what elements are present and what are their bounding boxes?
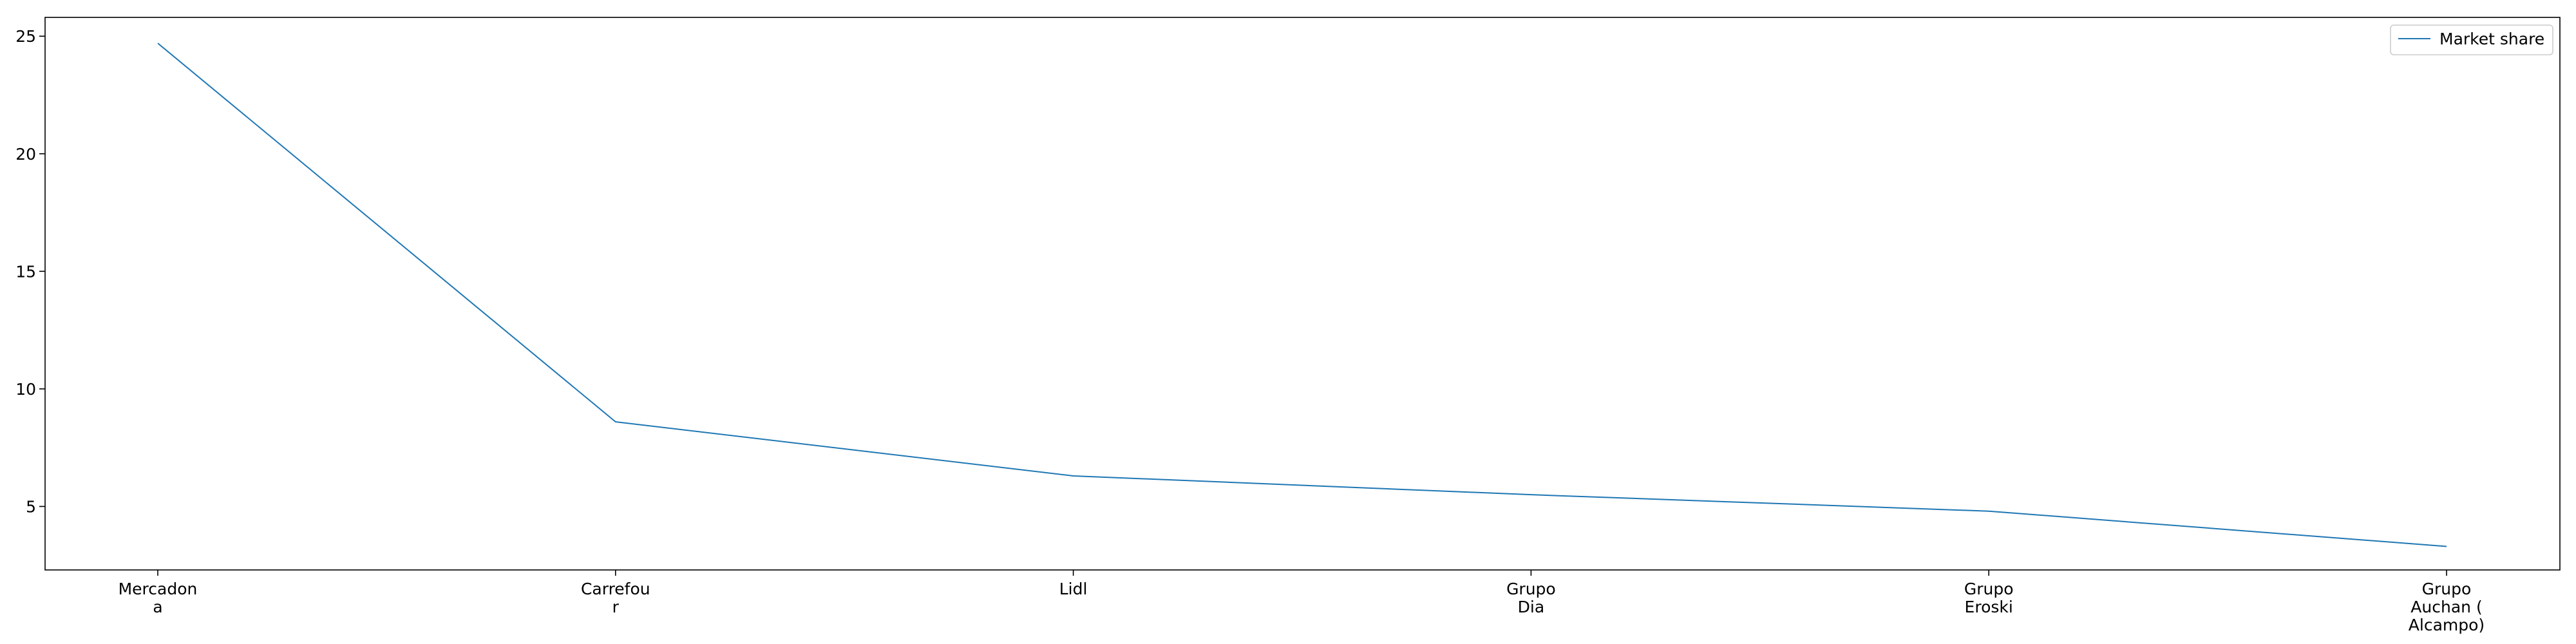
x-tick-label: Alcampo) bbox=[2409, 616, 2485, 634]
x-tick-label: a bbox=[153, 598, 162, 616]
y-tick-label: 10 bbox=[15, 380, 36, 399]
x-tick-label: Eroski bbox=[1965, 598, 2013, 616]
y-tick-label: 5 bbox=[26, 497, 36, 516]
legend-label-market-share: Market share bbox=[2439, 30, 2544, 48]
y-tick-label: 15 bbox=[15, 262, 36, 281]
x-tick-label: Dia bbox=[1518, 598, 1545, 616]
x-tick-label: Auchan ( bbox=[2410, 598, 2482, 616]
x-tick-label: r bbox=[612, 598, 620, 616]
x-tick-label: Grupo bbox=[1506, 580, 1556, 598]
y-tick-label: 25 bbox=[15, 27, 36, 46]
plot-area bbox=[44, 17, 2561, 571]
series-layer bbox=[157, 43, 2447, 547]
x-tick-label: Grupo bbox=[1964, 580, 2014, 598]
x-tick-label: Carrefou bbox=[581, 580, 650, 598]
series-line-market-share bbox=[157, 43, 2447, 547]
legend: Market share bbox=[2390, 24, 2553, 55]
x-tick-label: Grupo bbox=[2422, 580, 2472, 598]
x-tick-label: Mercadon bbox=[118, 580, 198, 598]
x-tick-label: Lidl bbox=[1059, 580, 1088, 598]
y-tick-label: 20 bbox=[15, 145, 36, 164]
y-axis: 5 10 15 20 25 bbox=[15, 27, 45, 516]
legend-frame bbox=[2390, 24, 2553, 55]
